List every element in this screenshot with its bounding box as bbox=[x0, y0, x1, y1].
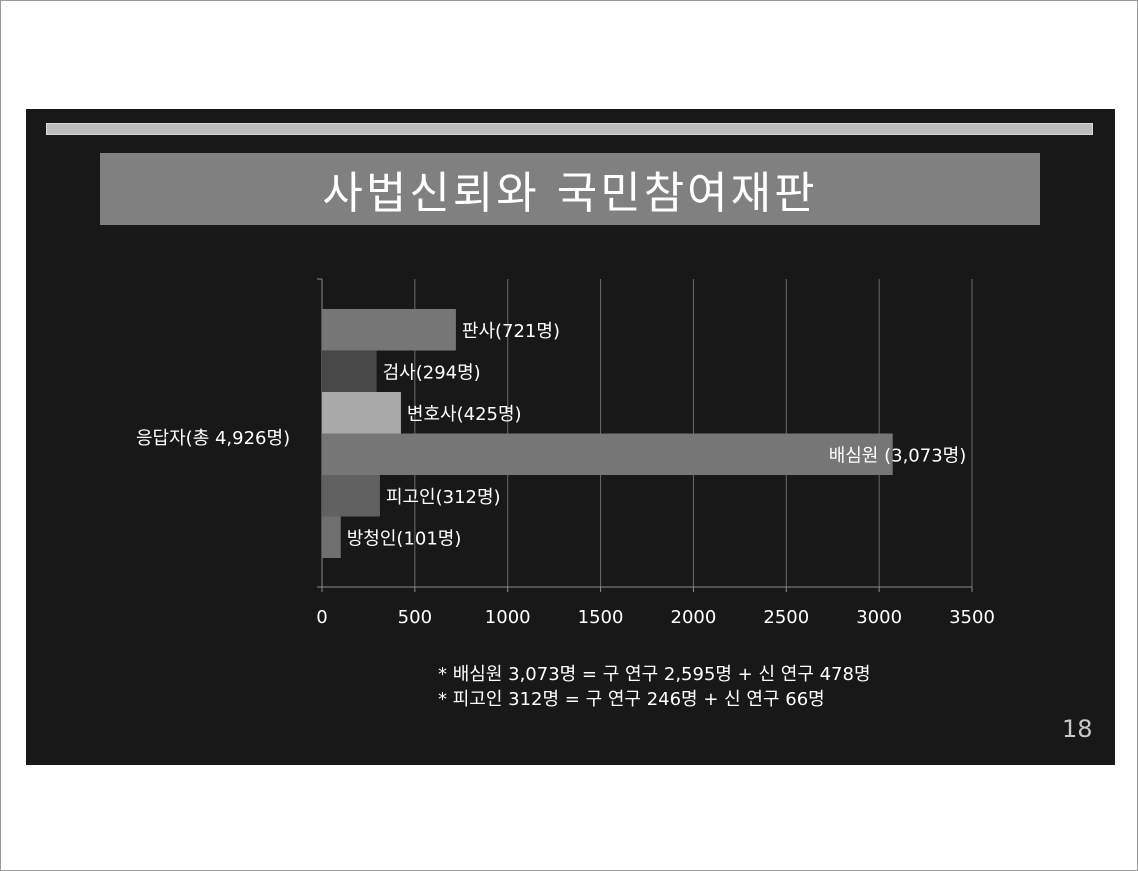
x-tick-label: 3500 bbox=[949, 607, 995, 628]
bar-1 bbox=[322, 350, 377, 392]
bar-0 bbox=[322, 309, 456, 351]
data-label: 피고인(312명) bbox=[386, 487, 501, 508]
data-label: 변호사(425명) bbox=[407, 404, 522, 425]
bar-5 bbox=[322, 516, 341, 558]
y-group-label: 응답자(총 4,926명) bbox=[136, 428, 290, 449]
page-number: 18 bbox=[1062, 715, 1093, 743]
data-label: 배심원 (3,073명) bbox=[829, 445, 967, 466]
x-tick-label: 3000 bbox=[856, 607, 902, 628]
bar-chart: 0 500 1000 1500 2000 2500 3000 3500 판사(721명) 검사(2… bbox=[136, 278, 995, 628]
slide-title: 사법신뢰와 국민참여재판 bbox=[322, 168, 818, 219]
title-banner: 사법신뢰와 국민참여재판 bbox=[100, 153, 1040, 225]
x-tick-label: 1000 bbox=[485, 607, 531, 628]
bar-4 bbox=[322, 475, 380, 517]
footnote-jurors: * 배심원 3,073명 = 구 연구 2,595명 + 신 연구 478명 bbox=[438, 664, 871, 685]
bar-3 bbox=[322, 433, 893, 475]
x-tick-label: 2500 bbox=[763, 607, 809, 628]
data-label: 검사(294명) bbox=[383, 362, 481, 383]
x-tick-label: 2000 bbox=[671, 607, 717, 628]
slide: 사법신뢰와 국민참여재판 0 500 1000 1500 2000 2500 3000 350… bbox=[26, 109, 1115, 765]
bar-2 bbox=[322, 392, 401, 434]
footnote-defendants: * 피고인 312명 = 구 연구 246명 + 신 연구 66명 bbox=[438, 689, 825, 710]
x-tick-label: 0 bbox=[316, 607, 327, 628]
x-tick-label: 1500 bbox=[578, 607, 624, 628]
top-rule bbox=[46, 123, 1093, 135]
x-tick-label: 500 bbox=[398, 607, 432, 628]
data-label: 판사(721명) bbox=[462, 321, 560, 342]
data-label: 방청인(101명) bbox=[347, 528, 462, 549]
